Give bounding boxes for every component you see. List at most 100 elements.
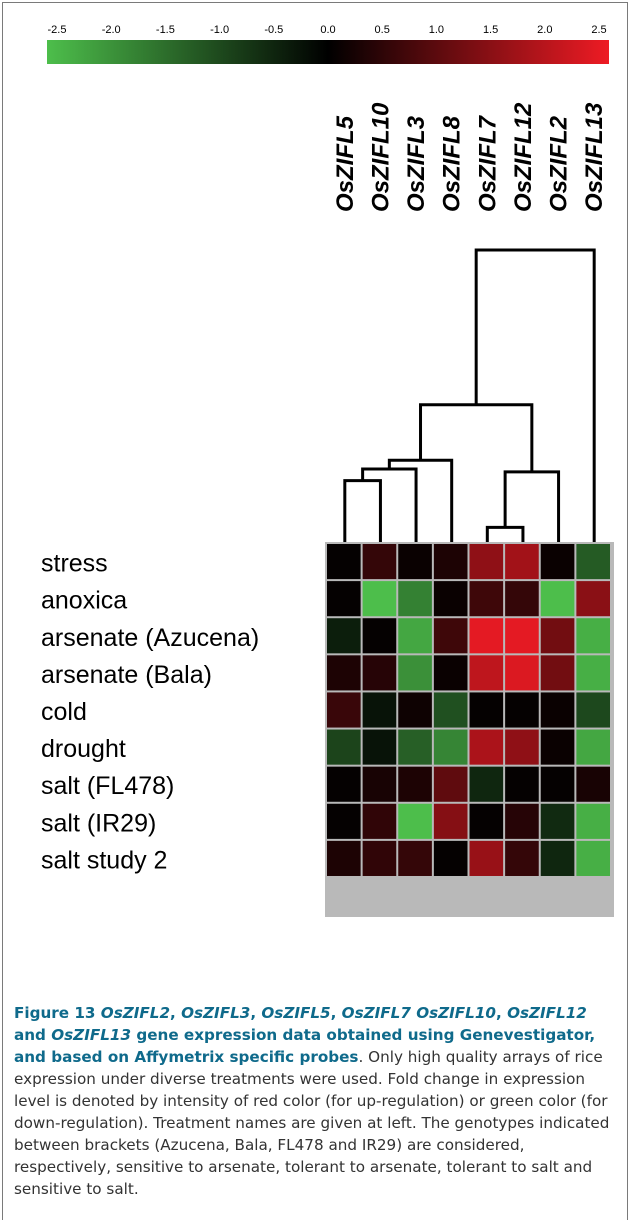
heatmap-cell	[433, 618, 468, 654]
heatmap-cell	[398, 803, 432, 839]
heatmap-cell	[433, 729, 468, 765]
heatmap-cell	[540, 803, 575, 839]
heatmap-cell	[505, 840, 539, 876]
heatmap-cell	[540, 544, 575, 580]
heatmap-cell	[433, 581, 468, 617]
heatmap-cell	[433, 803, 468, 839]
heatmap-cell	[505, 618, 539, 654]
heatmap-cell	[433, 692, 468, 728]
scale-tick-label: 1.0	[429, 24, 444, 36]
heatmap-cell	[327, 803, 361, 839]
heatmap-cell	[398, 655, 432, 691]
heatmap-cell	[362, 544, 397, 580]
dendrogram	[343, 248, 596, 542]
heatmap-cell	[362, 803, 397, 839]
heatmap-cell	[505, 655, 539, 691]
gene-name: OsZIFL12	[507, 1004, 587, 1022]
heatmap-cell	[398, 729, 432, 765]
heatmap-cell	[469, 840, 504, 876]
heatmap-figure: -2.5 -2.0 -1.5 -1.0 -0.5 0.0 0.5 1.0 1.5 2.0 2.5 O…	[41, 24, 614, 917]
column-label: OsZIFL8	[439, 115, 466, 212]
row-label: drought	[41, 735, 126, 763]
figure-label: Figure 13	[14, 1004, 96, 1022]
row-label: salt (FL478)	[41, 772, 174, 800]
heatmap-cell	[362, 729, 397, 765]
heatmap-cell	[469, 618, 504, 654]
column-label: OsZIFL2	[546, 115, 573, 212]
gene-name: OsZIFL3	[181, 1004, 251, 1022]
heatmap-cell	[362, 840, 397, 876]
dendrogram-branch	[343, 479, 382, 542]
heatmap-cell	[327, 692, 361, 728]
heatmap-cell	[540, 840, 575, 876]
caption-word: and	[14, 1026, 46, 1044]
heatmap-cell	[576, 544, 610, 580]
row-label: salt study 2	[41, 846, 167, 874]
caption-title: Figure 13 OsZIFL2, OsZIFL3, OsZIFL5, OsZ…	[14, 1004, 596, 1066]
scale-tick-label: 0.5	[375, 24, 390, 36]
scale-tick-label: 2.5	[591, 24, 606, 36]
gene-name: OsZIFL7 OsZIFL10	[341, 1004, 496, 1022]
row-label: cold	[41, 698, 87, 726]
color-scale-bar	[47, 40, 609, 64]
heatmap-cell	[505, 766, 539, 802]
heatmap-cell	[540, 655, 575, 691]
heatmap-cell	[327, 544, 361, 580]
heatmap-cell	[433, 655, 468, 691]
figure-caption: Figure 13 OsZIFL2, OsZIFL3, OsZIFL5, OsZ…	[14, 1002, 620, 1200]
heatmap-cell	[362, 581, 397, 617]
heatmap-cell	[576, 618, 610, 654]
heatmap-cell	[398, 766, 432, 802]
column-label: OsZIFL3	[403, 115, 430, 212]
heatmap-cell	[327, 840, 361, 876]
heatmap-cell	[505, 803, 539, 839]
heatmap-cell	[398, 692, 432, 728]
row-label: stress	[41, 550, 108, 578]
column-label: OsZIFL12	[510, 102, 537, 212]
heatmap-cell	[505, 729, 539, 765]
heatmap-cell	[398, 544, 432, 580]
heatmap-cell	[327, 618, 361, 654]
column-label: OsZIFL5	[332, 115, 359, 212]
heatmap-cell	[469, 729, 504, 765]
scale-tick-label: 0.0	[320, 24, 335, 36]
gene-name: OsZIFL2	[100, 1004, 171, 1022]
heatmap-cell	[576, 766, 610, 802]
scale-tick-label: 2.0	[537, 24, 552, 36]
dendrogram-branch	[485, 525, 525, 542]
heatmap-cell	[576, 655, 610, 691]
column-label: OsZIFL13	[581, 102, 608, 212]
heatmap-cell	[540, 766, 575, 802]
heatmap-cell	[433, 544, 468, 580]
heatmap-cell	[327, 766, 361, 802]
heatmap-cell	[576, 840, 610, 876]
heatmap-cell	[576, 692, 610, 728]
gene-name: OsZIFL13	[51, 1026, 132, 1044]
heatmap-cell	[469, 655, 504, 691]
heatmap-cell	[505, 692, 539, 728]
heatmap-cell	[327, 729, 361, 765]
row-label: arsenate (Azucena)	[41, 624, 259, 652]
heatmap-cell	[362, 692, 397, 728]
heatmap-cell	[469, 544, 504, 580]
heatmap-cell	[362, 766, 397, 802]
heatmap-cell	[398, 618, 432, 654]
heatmap-cell	[469, 766, 504, 802]
scale-tick-label: 1.5	[483, 24, 498, 36]
caption-body: . Only high quality arrays of rice expre…	[14, 1048, 610, 1198]
column-labels: OsZIFL5 OsZIFL10 OsZIFL3 OsZIFL8 OsZIFL7 OsZI…	[332, 102, 608, 212]
column-label: OsZIFL7	[474, 114, 501, 212]
column-label: OsZIFL10	[367, 102, 394, 212]
gene-name: OsZIFL5	[261, 1004, 331, 1022]
dendrogram-branch	[419, 403, 534, 472]
heatmap-cell	[433, 840, 468, 876]
heatmap-cell	[398, 840, 432, 876]
heatmap-cell	[469, 581, 504, 617]
heatmap-cell	[469, 692, 504, 728]
scale-tick-label: -1.5	[156, 24, 175, 36]
dendrogram-branch	[474, 248, 596, 542]
scale-tick-label: -2.0	[102, 24, 121, 36]
caption-title-text: gene expression data obtained using Gene…	[14, 1026, 596, 1066]
heatmap-cell	[327, 581, 361, 617]
